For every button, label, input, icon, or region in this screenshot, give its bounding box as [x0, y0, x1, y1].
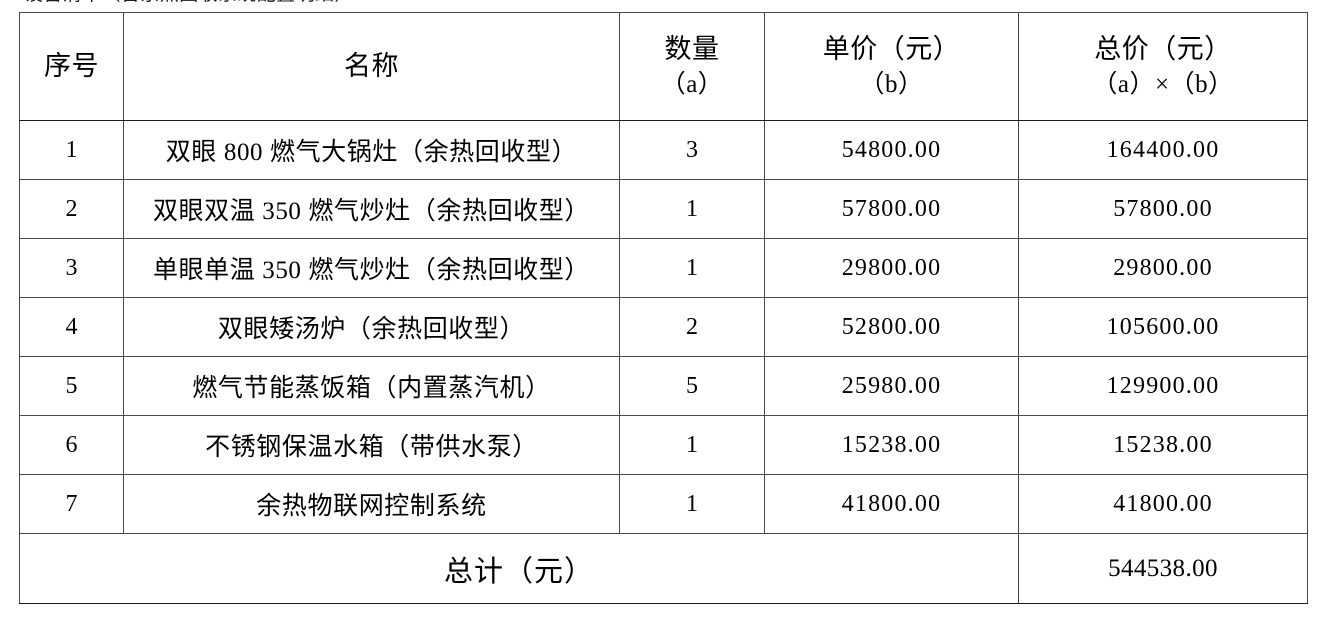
table-body: 1 双眼 800 燃气大锅灶（余热回收型） 3 54800.00 164400.…	[19, 120, 1308, 604]
cell-name: 燃气节能蒸饭箱（内置蒸汽机）	[123, 356, 620, 416]
column-header-unit-price-label: 单价（元）	[822, 33, 961, 64]
cell-name: 不锈钢保温水箱（带供水泵）	[123, 415, 620, 475]
cell-index: 1	[19, 120, 124, 180]
table-row: 5 燃气节能蒸饭箱（内置蒸汽机） 5 25980.00 129900.00	[19, 356, 1308, 416]
cell-total-price: 164400.00	[1018, 120, 1308, 180]
cell-total-price: 105600.00	[1018, 297, 1308, 357]
column-header-unit-price-sub: （b）	[859, 71, 924, 99]
table-row: 1 双眼 800 燃气大锅灶（余热回收型） 3 54800.00 164400.…	[19, 120, 1308, 180]
cell-total-price: 29800.00	[1018, 238, 1308, 298]
cell-quantity: 2	[619, 297, 765, 357]
cell-name: 双眼矮汤炉（余热回收型）	[123, 297, 620, 357]
cell-quantity: 5	[619, 356, 765, 416]
cell-name: 余热物联网控制系统	[123, 474, 620, 534]
column-header-index: 序号	[19, 12, 124, 121]
cell-total-price: 41800.00	[1018, 474, 1308, 534]
cell-index: 2	[19, 179, 124, 239]
column-header-total-price-label: 总价（元）	[1094, 33, 1232, 64]
column-header-name-label: 名称	[344, 51, 399, 82]
cell-index: 6	[19, 415, 124, 475]
column-header-index-label: 序号	[44, 51, 99, 82]
cell-quantity: 1	[619, 415, 765, 475]
column-header-quantity: 数量 （a）	[619, 12, 765, 121]
table-row: 2 双眼双温 350 燃气炒灶（余热回收型） 1 57800.00 57800.…	[19, 179, 1308, 239]
table-row: 6 不锈钢保温水箱（带供水泵） 1 15238.00 15238.00	[19, 415, 1308, 475]
table-row: 3 单眼单温 350 燃气炒灶（余热回收型） 1 29800.00 29800.…	[19, 238, 1308, 298]
cell-unit-price: 41800.00	[764, 474, 1019, 534]
column-header-quantity-sub: （a）	[660, 71, 724, 99]
cell-name: 单眼单温 350 燃气炒灶（余热回收型）	[123, 238, 620, 298]
cell-unit-price: 29800.00	[764, 238, 1019, 298]
cell-quantity: 1	[619, 238, 765, 298]
table-total-row: 总计（元） 544538.00	[19, 533, 1308, 604]
cell-unit-price: 52800.00	[764, 297, 1019, 357]
clipped-caption-above-table: 设备清单（含余热回收系统配置明细）	[24, 0, 1304, 4]
cell-quantity: 1	[619, 474, 765, 534]
cell-index: 4	[19, 297, 124, 357]
cell-unit-price: 15238.00	[764, 415, 1019, 475]
column-header-unit-price: 单价（元） （b）	[764, 12, 1019, 121]
cell-quantity: 3	[619, 120, 765, 180]
cell-name: 双眼双温 350 燃气炒灶（余热回收型）	[123, 179, 620, 239]
equipment-quote-table-container: 序号 名称 数量 （a） 单价（元） （	[19, 12, 1308, 604]
equipment-quote-table: 序号 名称 数量 （a） 单价（元） （	[19, 12, 1308, 604]
column-header-total-price: 总价（元） （a）×（b）	[1018, 12, 1308, 121]
column-header-quantity-label: 数量	[664, 33, 720, 64]
cell-index: 3	[19, 238, 124, 298]
cell-unit-price: 54800.00	[764, 120, 1019, 180]
cell-name: 双眼 800 燃气大锅灶（余热回收型）	[123, 120, 620, 180]
cell-unit-price: 25980.00	[764, 356, 1019, 416]
column-header-name: 名称	[123, 12, 620, 121]
table-row: 7 余热物联网控制系统 1 41800.00 41800.00	[19, 474, 1308, 534]
table-header-row: 序号 名称 数量 （a） 单价（元） （	[19, 12, 1308, 121]
table-row: 4 双眼矮汤炉（余热回收型） 2 52800.00 105600.00	[19, 297, 1308, 357]
total-value: 544538.00	[1018, 533, 1308, 604]
cell-total-price: 15238.00	[1018, 415, 1308, 475]
cell-total-price: 129900.00	[1018, 356, 1308, 416]
total-label: 总计（元）	[19, 533, 1019, 604]
cell-unit-price: 57800.00	[764, 179, 1019, 239]
cell-index: 5	[19, 356, 124, 416]
cell-total-price: 57800.00	[1018, 179, 1308, 239]
column-header-total-price-sub: （a）×（b）	[1092, 71, 1234, 99]
cell-index: 7	[19, 474, 124, 534]
cell-quantity: 1	[619, 179, 765, 239]
